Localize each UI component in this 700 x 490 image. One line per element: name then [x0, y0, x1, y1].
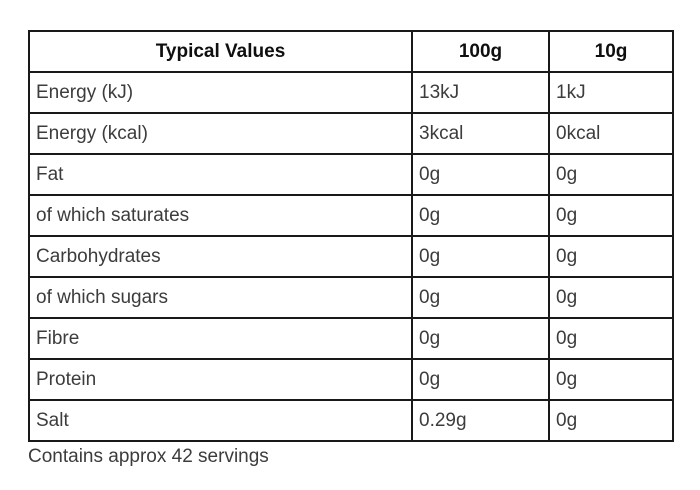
- nutrient-label: Fat: [28, 153, 413, 196]
- table-row-fibre: Fibre 0g 0g: [28, 317, 674, 360]
- value-10g: 0g: [548, 276, 674, 319]
- nutrient-label: Energy (kJ): [28, 71, 413, 114]
- value-100g: 3kcal: [411, 112, 550, 155]
- value-100g: 0g: [411, 153, 550, 196]
- nutrient-label: Protein: [28, 358, 413, 401]
- value-10g: 1kJ: [548, 71, 674, 114]
- value-100g: 0.29g: [411, 399, 550, 442]
- header-10g: 10g: [548, 30, 674, 73]
- table-row-fat: Fat 0g 0g: [28, 153, 674, 196]
- table-row-protein: Protein 0g 0g: [28, 358, 674, 401]
- table-row-saturates: of which saturates 0g 0g: [28, 194, 674, 237]
- value-10g: 0kcal: [548, 112, 674, 155]
- servings-note: Contains approx 42 servings: [28, 446, 269, 467]
- table-row-energy-kcal: Energy (kcal) 3kcal 0kcal: [28, 112, 674, 155]
- value-10g: 0g: [548, 235, 674, 278]
- nutrition-label: Typical Values 100g 10g Energy (kJ) 13kJ…: [28, 30, 674, 468]
- table-row-salt: Salt 0.29g 0g: [28, 399, 674, 442]
- header-typical-values: Typical Values: [28, 30, 413, 73]
- nutrient-label: of which sugars: [28, 276, 413, 319]
- table-row-energy-kj: Energy (kJ) 13kJ 1kJ: [28, 71, 674, 114]
- value-100g: 0g: [411, 317, 550, 360]
- value-100g: 0g: [411, 358, 550, 401]
- value-100g: 0g: [411, 194, 550, 237]
- header-row: Typical Values 100g 10g: [28, 30, 674, 73]
- header-100g: 100g: [411, 30, 550, 73]
- value-10g: 0g: [548, 194, 674, 237]
- value-10g: 0g: [548, 153, 674, 196]
- value-10g: 0g: [548, 358, 674, 401]
- nutrient-label: Salt: [28, 399, 413, 442]
- value-100g: 13kJ: [411, 71, 550, 114]
- nutrient-label: Fibre: [28, 317, 413, 360]
- value-100g: 0g: [411, 276, 550, 319]
- value-100g: 0g: [411, 235, 550, 278]
- table-row-carbohydrates: Carbohydrates 0g 0g: [28, 235, 674, 278]
- value-10g: 0g: [548, 399, 674, 442]
- nutrition-table: Typical Values 100g 10g Energy (kJ) 13kJ…: [28, 30, 674, 442]
- value-10g: 0g: [548, 317, 674, 360]
- nutrient-label: of which saturates: [28, 194, 413, 237]
- nutrient-label: Carbohydrates: [28, 235, 413, 278]
- nutrient-label: Energy (kcal): [28, 112, 413, 155]
- table-row-sugars: of which sugars 0g 0g: [28, 276, 674, 319]
